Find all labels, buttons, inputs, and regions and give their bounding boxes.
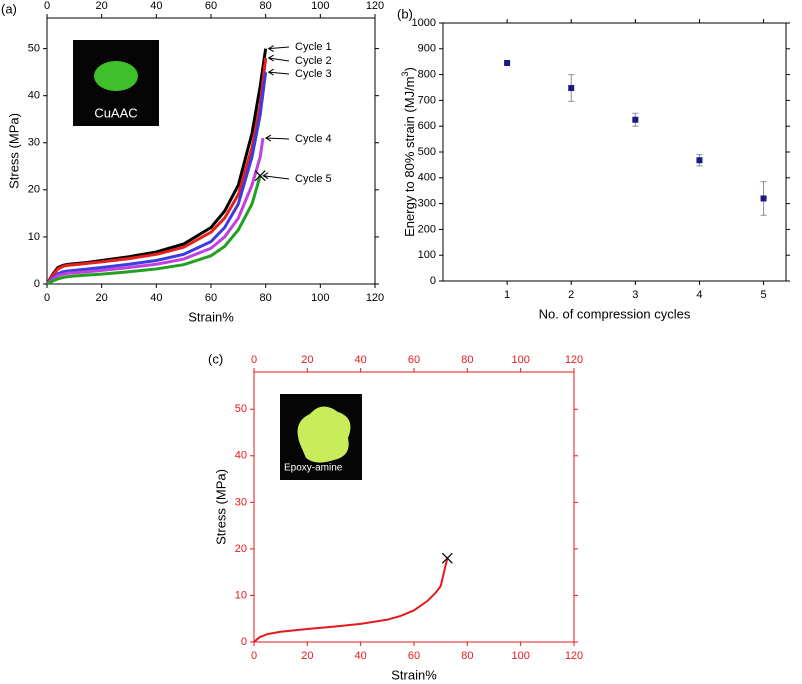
point (568, 85, 575, 92)
y-tick-label: 20 (235, 543, 247, 555)
y-tick-label: 40 (28, 90, 40, 102)
inset-label: CuAAC (94, 105, 137, 120)
x-tick-label: 120 (366, 292, 384, 304)
y-tick-label: 0 (241, 636, 247, 648)
x-axis-label: Strain% (188, 309, 234, 324)
x-tick-label: 5 (760, 289, 766, 301)
y-tick-label: 30 (235, 496, 247, 508)
y-tick-label: 100 (418, 249, 436, 261)
x-tick-label-top: 20 (301, 354, 313, 366)
inset-label: Epoxy-amine (284, 463, 343, 474)
panel-label: (c) (208, 351, 223, 366)
point (504, 59, 511, 66)
break-marker (254, 170, 266, 182)
x-tick-label: 2 (568, 289, 574, 301)
y-tick-label: 700 (418, 94, 436, 106)
y-tick-label: 600 (418, 120, 436, 132)
x-tick-label-top: 120 (366, 0, 384, 12)
point (760, 195, 767, 202)
x-tick-label-top: 40 (355, 354, 367, 366)
line-series (45, 71, 268, 286)
x-tick-label-top: 60 (408, 354, 420, 366)
y-tick-label: 500 (418, 146, 436, 158)
inset-sample (297, 406, 351, 463)
x-tick-label-top: 40 (150, 0, 162, 12)
y-tick-label: 900 (418, 43, 436, 55)
x-tick-label: 3 (632, 289, 638, 301)
x-tick-label: 60 (205, 292, 217, 304)
annotation-arrow (267, 45, 290, 53)
y-tick-label: 10 (28, 231, 40, 243)
x-tick-label-top: 100 (311, 0, 329, 12)
x-tick-label-top: 120 (565, 354, 583, 366)
x-tick-label: 100 (511, 650, 529, 662)
line-series (46, 175, 262, 286)
break-marker (441, 552, 453, 564)
x-tick-label-top: 60 (205, 0, 217, 12)
series-label: Cycle 2 (295, 55, 332, 67)
line-series (46, 137, 265, 286)
series-label: Cycle 4 (295, 133, 332, 145)
y-tick-label: 30 (28, 137, 40, 149)
line-series (253, 557, 449, 643)
y-tick-label: 0 (430, 275, 436, 287)
x-tick-label-top: 80 (260, 0, 272, 12)
inset-sample (94, 61, 138, 91)
series-label: Cycle 5 (295, 173, 332, 185)
y-tick-label: 1000 (412, 17, 436, 29)
x-tick-label: 60 (408, 650, 420, 662)
x-tick-label-top: 80 (461, 354, 473, 366)
x-tick-label: 0 (44, 292, 50, 304)
y-axis-label: Stress (MPa) (213, 469, 228, 545)
point (632, 116, 639, 123)
y-tick-label: 800 (418, 69, 436, 81)
y-axis-label: Stress (MPa) (6, 113, 21, 189)
panel-label: (b) (397, 6, 413, 21)
y-axis-label-end: ) (402, 67, 417, 71)
y-tick-label: 200 (418, 223, 436, 235)
y-tick-label: 10 (235, 589, 247, 601)
x-tick-label-top: 0 (44, 0, 50, 12)
x-tick-label: 0 (251, 650, 257, 662)
x-tick-label-top: 0 (251, 354, 257, 366)
x-tick-label: 80 (461, 650, 473, 662)
y-tick-label: 20 (28, 184, 40, 196)
y-axis-label: Energy to 80% strain (MJ/m3) (400, 67, 417, 237)
panel-label: (a) (1, 1, 17, 16)
line-series (45, 57, 268, 285)
x-tick-label: 40 (355, 650, 367, 662)
plot-frame (442, 22, 787, 282)
x-tick-label: 1 (504, 289, 510, 301)
x-tick-label: 80 (260, 292, 272, 304)
y-tick-label: 400 (418, 172, 436, 184)
x-tick-label-top: 20 (96, 0, 108, 12)
y-axis-label-main: Energy to 80% strain (MJ/m (402, 76, 417, 236)
y-tick-label: 40 (235, 450, 247, 462)
annotation-arrow (267, 68, 290, 76)
y-axis-label-sup: 3 (400, 71, 410, 76)
y-tick-label: 50 (235, 403, 247, 415)
series-label: Cycle 3 (295, 68, 332, 80)
annotation-arrow (264, 134, 290, 142)
x-tick-label-top: 100 (511, 354, 529, 366)
x-tick-label: 120 (565, 650, 583, 662)
x-tick-label: 40 (150, 292, 162, 304)
x-axis-label: No. of compression cycles (539, 306, 691, 321)
y-tick-label: 300 (418, 198, 436, 210)
annotation-arrow (267, 54, 290, 62)
annotation-arrow (262, 172, 290, 180)
y-tick-label: 0 (34, 278, 40, 290)
x-axis-label: Strain% (391, 667, 437, 682)
series-label: Cycle 1 (295, 41, 332, 53)
point (696, 157, 703, 164)
x-tick-label: 100 (311, 292, 329, 304)
x-tick-label: 4 (696, 289, 702, 301)
x-tick-label: 20 (301, 650, 313, 662)
y-tick-label: 50 (28, 43, 40, 55)
x-tick-label: 20 (96, 292, 108, 304)
